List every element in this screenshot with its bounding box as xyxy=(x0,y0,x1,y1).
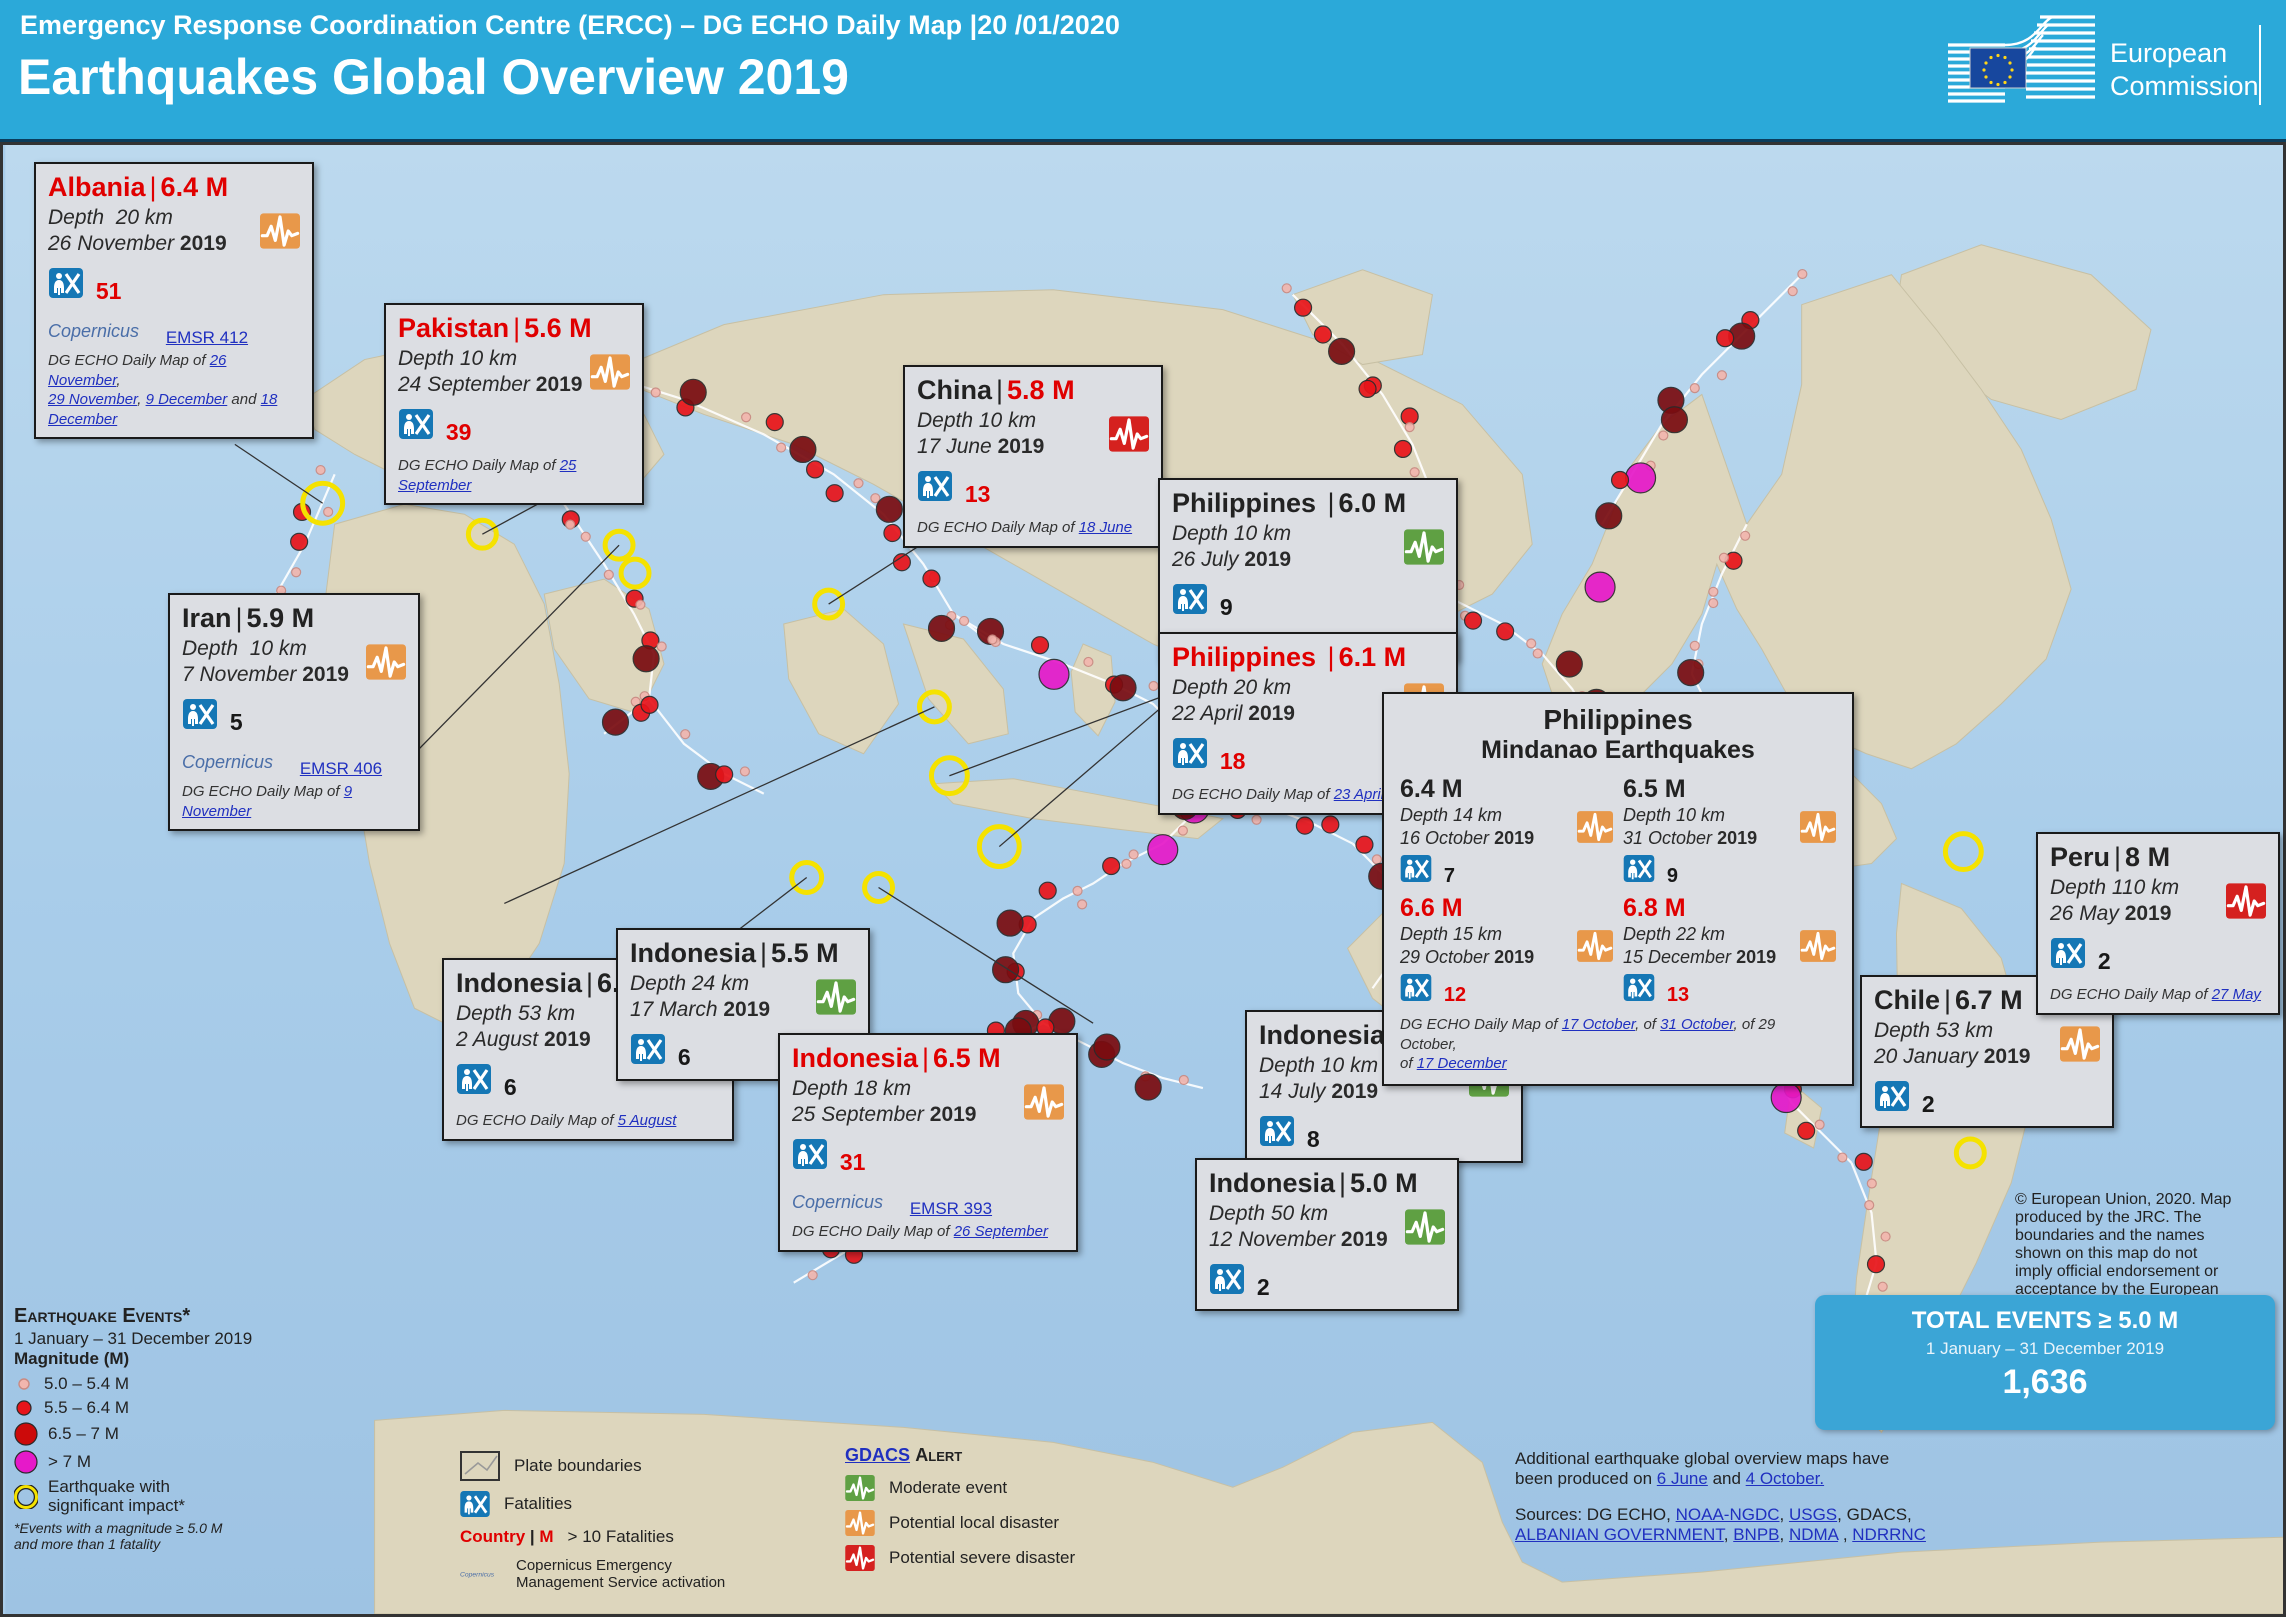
svg-text:Copernicus: Copernicus xyxy=(182,752,273,772)
svg-text:Copernicus: Copernicus xyxy=(792,1192,883,1212)
svg-text:Copernicus: Copernicus xyxy=(48,321,139,341)
